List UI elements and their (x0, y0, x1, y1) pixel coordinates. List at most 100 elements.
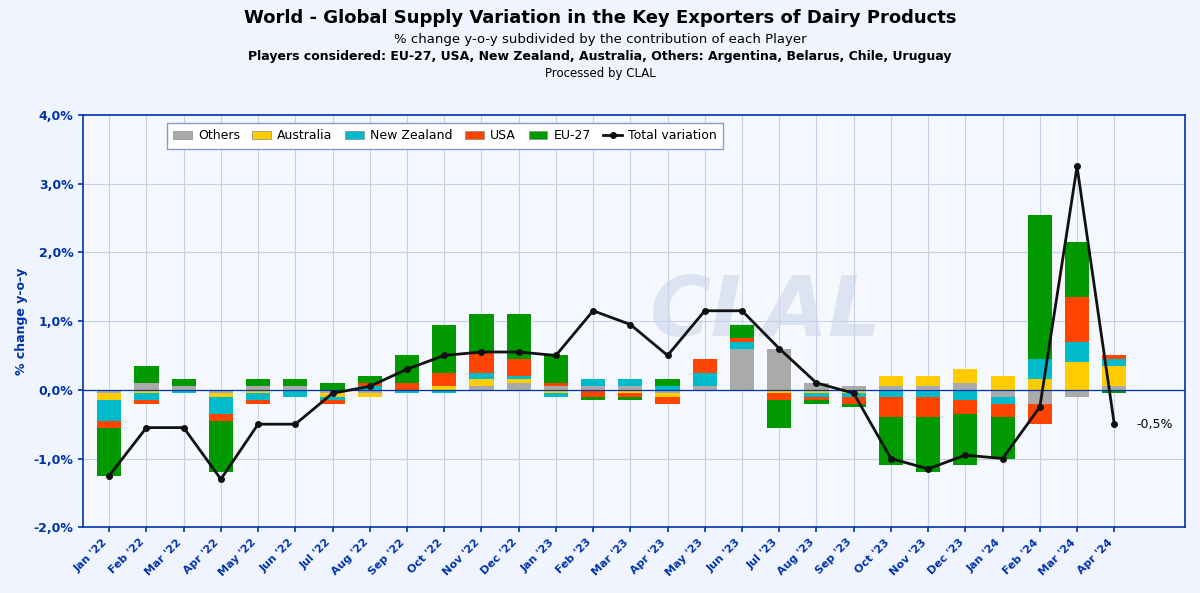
Legend: Others, Australia, New Zealand, USA, EU-27, Total variation: Others, Australia, New Zealand, USA, EU-… (167, 123, 724, 149)
Bar (432, 387, 456, 390)
Bar (916, 390, 941, 397)
Bar (841, 404, 865, 407)
Bar (134, 393, 158, 400)
Text: -0,5%: -0,5% (1136, 417, 1174, 431)
Y-axis label: % change y-o-y: % change y-o-y (14, 267, 28, 375)
Bar (953, 390, 978, 400)
Bar (246, 380, 270, 387)
Bar (320, 383, 344, 390)
Bar (469, 380, 493, 387)
Bar (990, 390, 1015, 397)
Bar (432, 324, 456, 372)
Bar (358, 390, 382, 393)
Bar (469, 314, 493, 352)
Bar (692, 359, 716, 372)
Bar (878, 417, 904, 466)
Bar (655, 380, 679, 387)
Bar (841, 397, 865, 404)
Bar (1027, 390, 1052, 404)
Bar (804, 397, 828, 400)
Bar (134, 383, 158, 390)
Bar (469, 352, 493, 372)
Bar (1027, 215, 1052, 359)
Bar (1102, 355, 1127, 359)
Bar (618, 387, 642, 390)
Total variation (846, 390, 860, 397)
Total variation (474, 349, 488, 356)
Total variation (139, 424, 154, 431)
Bar (581, 387, 605, 390)
Bar (395, 383, 419, 390)
Bar (246, 400, 270, 404)
Bar (283, 390, 307, 397)
Bar (1064, 242, 1090, 297)
Bar (209, 414, 233, 420)
Bar (506, 376, 530, 380)
Bar (358, 376, 382, 383)
Bar (1064, 342, 1090, 362)
Total variation (251, 420, 265, 428)
Bar (209, 420, 233, 472)
Bar (134, 390, 158, 393)
Bar (1102, 390, 1127, 393)
Bar (1027, 359, 1052, 380)
Bar (730, 349, 754, 390)
Bar (1064, 390, 1090, 397)
Bar (916, 417, 941, 472)
Bar (655, 393, 679, 397)
Bar (283, 387, 307, 390)
Bar (618, 393, 642, 397)
Bar (767, 349, 791, 390)
Bar (878, 376, 904, 387)
Bar (506, 314, 530, 359)
Bar (581, 397, 605, 400)
Total variation (1070, 163, 1085, 170)
Bar (878, 390, 904, 397)
Bar (358, 393, 382, 397)
Bar (692, 372, 716, 387)
Bar (358, 383, 382, 387)
Line: Total variation: Total variation (107, 164, 1117, 482)
Total variation (586, 307, 600, 314)
Bar (544, 355, 568, 383)
Bar (506, 359, 530, 376)
Bar (841, 390, 865, 393)
Bar (767, 390, 791, 393)
Bar (320, 390, 344, 393)
Bar (97, 420, 121, 428)
Bar (469, 387, 493, 390)
Bar (730, 338, 754, 342)
Bar (990, 397, 1015, 404)
Bar (172, 387, 196, 390)
Bar (990, 376, 1015, 390)
Bar (581, 380, 605, 387)
Bar (692, 387, 716, 390)
Total variation (883, 455, 898, 462)
Bar (97, 428, 121, 476)
Bar (1027, 380, 1052, 390)
Bar (1064, 362, 1090, 390)
Bar (469, 372, 493, 380)
Bar (395, 355, 419, 383)
Total variation (214, 476, 228, 483)
Bar (246, 390, 270, 393)
Bar (544, 393, 568, 397)
Total variation (958, 451, 972, 458)
Bar (804, 393, 828, 397)
Total variation (437, 352, 451, 359)
Total variation (1108, 420, 1122, 428)
Total variation (362, 383, 377, 390)
Total variation (920, 466, 935, 473)
Bar (878, 397, 904, 417)
Bar (841, 393, 865, 397)
Bar (804, 400, 828, 404)
Bar (358, 387, 382, 390)
Bar (655, 397, 679, 404)
Bar (134, 400, 158, 404)
Text: % change y-o-y subdivided by the contribution of each Player: % change y-o-y subdivided by the contrib… (394, 33, 806, 46)
Bar (916, 376, 941, 387)
Bar (990, 417, 1015, 458)
Total variation (400, 366, 414, 373)
Total variation (623, 321, 637, 328)
Total variation (809, 380, 823, 387)
